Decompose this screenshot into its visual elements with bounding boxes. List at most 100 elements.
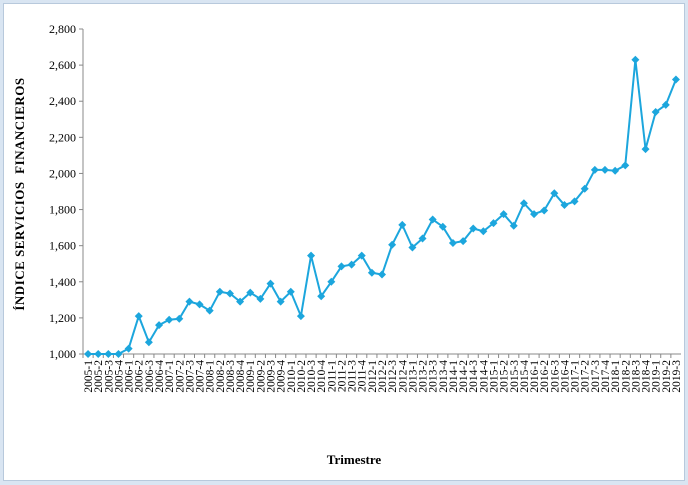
y-tick-label: 2,000 [49,166,76,180]
x-tick-label: 2007-2 [174,360,186,393]
marker [469,224,478,233]
x-tick-label: 2011-1 [326,360,338,392]
x-tick-label: 2013-4 [438,360,450,393]
y-tick-label: 2,600 [49,58,76,72]
y-tick-label: 1,800 [49,203,76,217]
x-tick-label: 2006-3 [144,360,156,393]
x-tick-label: 2017-4 [600,360,612,393]
marker [367,268,376,277]
marker [550,189,559,198]
x-tick-label: 2005-4 [113,360,125,393]
marker [499,210,508,219]
x-tick-label: 2007-1 [164,360,176,393]
marker [580,184,589,193]
marker [671,75,680,84]
x-tick-label: 2015-4 [519,360,531,393]
x-tick-label: 2012-2 [377,360,389,393]
x-tick-label: 2012-1 [367,360,379,393]
x-tick-label: 2013-2 [418,360,430,393]
marker [144,338,153,347]
x-tick-label: 2016-4 [559,360,571,393]
x-tick-label: 2007-4 [195,360,207,393]
x-tick-label: 2015-3 [509,360,521,393]
marker [195,300,204,309]
marker [611,166,620,175]
marker [560,201,569,210]
marker [185,297,194,306]
x-tick-label: 2011-2 [336,360,348,392]
x-tick-label: 2014-2 [458,360,470,393]
marker [266,279,275,288]
marker [134,312,143,321]
marker [641,145,650,154]
x-tick-label: 2013-1 [407,360,419,393]
x-tick-label: 2016-2 [539,360,551,393]
x-tick-label: 2016-1 [529,360,541,393]
y-tick-label: 2,800 [49,22,76,36]
marker [519,199,528,208]
marker [205,306,214,315]
x-tick-label: 2019-2 [661,360,673,393]
x-tick-label: 2018-3 [630,360,642,393]
marker [104,350,113,358]
x-tick-label: 2015-1 [488,360,500,393]
x-tick-label: 2010-3 [306,360,318,393]
x-tick-label: 2013-3 [428,360,440,393]
marker [357,251,366,260]
x-tick-label: 2014-1 [448,360,460,393]
x-tick-label: 2006-1 [124,360,136,393]
x-tick-label: 2008-3 [225,360,237,393]
marker [225,289,234,298]
marker [479,227,488,236]
chart: Trimestre ÍNDICE SERVICIOS FINANCIEROS 1… [12,22,683,467]
y-tick-label: 2,400 [49,94,76,108]
marker [84,350,93,358]
x-tick-label: 2016-3 [549,360,561,393]
x-tick-label: 2005-3 [103,360,115,393]
marker [276,297,285,306]
marker [337,262,346,271]
marker [236,297,245,306]
x-tick-label: 2011-4 [357,360,369,392]
marker [175,314,184,323]
marker [631,55,640,64]
marker [155,321,164,330]
marker [114,350,123,358]
x-tick-label: 2007-3 [184,360,196,393]
x-tick-label: 2014-3 [468,360,480,393]
x-tick-label: 2009-4 [276,360,288,393]
y-tick-label: 1,400 [49,275,76,289]
x-tick-label: 2009-3 [266,360,278,393]
x-tick-label: 2018-1 [610,360,622,393]
marker [94,350,103,358]
marker [408,243,417,252]
x-tick-label: 2005-2 [93,360,105,393]
x-tick-label: 2010-2 [296,360,308,393]
x-tick-label: 2010-1 [286,360,298,393]
x-tick-label: 2019-1 [651,360,663,393]
x-tick-label: 2014-4 [478,360,490,393]
x-tick-label: 2017-1 [570,360,582,393]
marker [651,108,660,117]
marker [327,277,336,286]
marker [246,288,255,297]
x-tick-label: 2011-3 [347,360,359,392]
marker [418,234,427,243]
marker [661,100,670,109]
marker [165,315,174,324]
marker [570,197,579,206]
x-tick-label: 2012-4 [397,360,409,393]
marker [621,161,630,170]
x-tick-label: 2009-1 [245,360,257,393]
y-tick-label: 1,600 [49,239,76,253]
x-tick-label: 2006-2 [134,360,146,393]
marker [317,292,326,301]
marker [388,240,397,249]
x-tick-label: 2010-4 [316,360,328,393]
marker [600,165,609,174]
marker [438,222,447,231]
marker [448,238,457,247]
x-tick-label: 2012-3 [387,360,399,393]
marker [428,215,437,224]
x-tick-label: 2017-3 [590,360,602,393]
